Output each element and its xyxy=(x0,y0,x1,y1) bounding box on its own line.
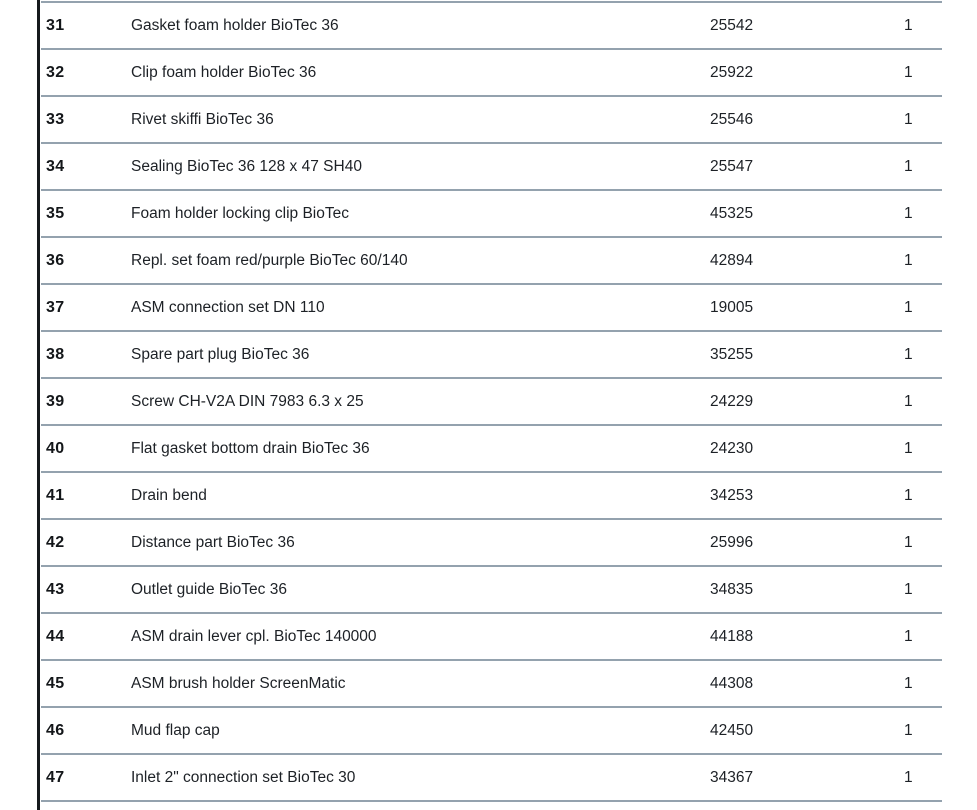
part-number: 24230 xyxy=(710,439,754,457)
row-position-number: 31 xyxy=(46,16,65,34)
row-position-number: 39 xyxy=(46,392,65,410)
table-row: 42 Distance part BioTec 36 25996 1 xyxy=(41,518,942,565)
part-number: 42450 xyxy=(710,721,754,739)
table-row: 47 Inlet 2" connection set BioTec 30 343… xyxy=(41,753,942,802)
part-number: 34835 xyxy=(710,580,754,598)
table-row: 33 Rivet skiffi BioTec 36 25546 1 xyxy=(41,95,942,142)
part-description: Flat gasket bottom drain BioTec 36 xyxy=(131,439,370,457)
part-number: 25542 xyxy=(710,16,754,34)
part-quantity: 1 xyxy=(904,627,913,645)
part-number: 44308 xyxy=(710,674,754,692)
part-number: 44188 xyxy=(710,627,754,645)
part-description: ASM connection set DN 110 xyxy=(131,298,325,316)
row-position-number: 43 xyxy=(46,580,65,598)
part-quantity: 1 xyxy=(904,298,913,316)
table-row: 44 ASM drain lever cpl. BioTec 140000 44… xyxy=(41,612,942,659)
row-position-number: 35 xyxy=(46,204,65,222)
part-description: Rivet skiffi BioTec 36 xyxy=(131,110,274,128)
part-description: Spare part plug BioTec 36 xyxy=(131,345,310,363)
table-row: 45 ASM brush holder ScreenMatic 44308 1 xyxy=(41,659,942,706)
part-number: 45325 xyxy=(710,204,754,222)
part-number: 34367 xyxy=(710,768,754,786)
part-quantity: 1 xyxy=(904,63,913,81)
row-position-number: 47 xyxy=(46,768,65,786)
part-number: 34253 xyxy=(710,486,754,504)
part-quantity: 1 xyxy=(904,486,913,504)
row-position-number: 37 xyxy=(46,298,65,316)
table-row: 36 Repl. set foam red/purple BioTec 60/1… xyxy=(41,236,942,283)
row-position-number: 34 xyxy=(46,157,65,175)
table-row: 32 Clip foam holder BioTec 36 25922 1 xyxy=(41,48,942,95)
row-position-number: 36 xyxy=(46,251,65,269)
part-number: 19005 xyxy=(710,298,754,316)
row-position-number: 45 xyxy=(46,674,65,692)
table-left-border xyxy=(37,0,40,810)
part-description: Sealing BioTec 36 128 x 47 SH40 xyxy=(131,157,362,175)
part-description: Distance part BioTec 36 xyxy=(131,533,295,551)
part-quantity: 1 xyxy=(904,439,913,457)
row-position-number: 40 xyxy=(46,439,65,457)
table-row: 34 Sealing BioTec 36 128 x 47 SH40 25547… xyxy=(41,142,942,189)
part-quantity: 1 xyxy=(904,110,913,128)
table-row: 43 Outlet guide BioTec 36 34835 1 xyxy=(41,565,942,612)
part-description: Mud flap cap xyxy=(131,721,220,739)
part-number: 25547 xyxy=(710,157,754,175)
row-position-number: 32 xyxy=(46,63,65,81)
part-quantity: 1 xyxy=(904,580,913,598)
part-quantity: 1 xyxy=(904,345,913,363)
part-description: Screw CH-V2A DIN 7983 6.3 x 25 xyxy=(131,392,364,410)
part-description: Drain bend xyxy=(131,486,207,504)
table-row: 46 Mud flap cap 42450 1 xyxy=(41,706,942,753)
part-number: 24229 xyxy=(710,392,754,410)
part-description: Repl. set foam red/purple BioTec 60/140 xyxy=(131,251,408,269)
part-quantity: 1 xyxy=(904,721,913,739)
part-description: ASM drain lever cpl. BioTec 140000 xyxy=(131,627,377,645)
part-description: Clip foam holder BioTec 36 xyxy=(131,63,317,81)
row-position-number: 44 xyxy=(46,627,65,645)
part-number: 25546 xyxy=(710,110,754,128)
table-row: 35 Foam holder locking clip BioTec 45325… xyxy=(41,189,942,236)
row-position-number: 38 xyxy=(46,345,65,363)
row-position-number: 42 xyxy=(46,533,65,551)
row-position-number: 46 xyxy=(46,721,65,739)
table-row: 37 ASM connection set DN 110 19005 1 xyxy=(41,283,942,330)
part-quantity: 1 xyxy=(904,392,913,410)
table-row: 39 Screw CH-V2A DIN 7983 6.3 x 25 24229 … xyxy=(41,377,942,424)
part-number: 25996 xyxy=(710,533,754,551)
part-description: Outlet guide BioTec 36 xyxy=(131,580,287,598)
part-description: Inlet 2" connection set BioTec 30 xyxy=(131,768,356,786)
table-row: 41 Drain bend 34253 1 xyxy=(41,471,942,518)
part-quantity: 1 xyxy=(904,674,913,692)
row-position-number: 33 xyxy=(46,110,65,128)
table-row: 38 Spare part plug BioTec 36 35255 1 xyxy=(41,330,942,377)
table-row: 40 Flat gasket bottom drain BioTec 36 24… xyxy=(41,424,942,471)
spare-parts-table: 31 Gasket foam holder BioTec 36 25542 1 … xyxy=(41,0,942,802)
row-position-number: 41 xyxy=(46,486,65,504)
part-quantity: 1 xyxy=(904,768,913,786)
part-number: 25922 xyxy=(710,63,754,81)
part-number: 42894 xyxy=(710,251,754,269)
part-description: ASM brush holder ScreenMatic xyxy=(131,674,346,692)
part-description: Gasket foam holder BioTec 36 xyxy=(131,16,339,34)
part-quantity: 1 xyxy=(904,533,913,551)
part-quantity: 1 xyxy=(904,251,913,269)
part-quantity: 1 xyxy=(904,157,913,175)
part-quantity: 1 xyxy=(904,16,913,34)
part-number: 35255 xyxy=(710,345,754,363)
part-description: Foam holder locking clip BioTec xyxy=(131,204,349,222)
table-row: 31 Gasket foam holder BioTec 36 25542 1 xyxy=(41,1,942,48)
part-quantity: 1 xyxy=(904,204,913,222)
